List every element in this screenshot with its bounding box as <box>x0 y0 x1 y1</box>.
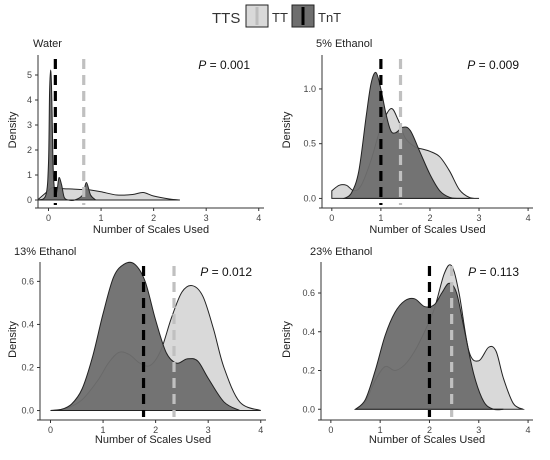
y-tick-label: 0.0 <box>303 193 316 203</box>
density-area-tnt <box>36 69 98 201</box>
legend: TTS TT TnT <box>212 4 341 28</box>
p-symbol: P <box>198 58 206 72</box>
y-axis-label: Density <box>7 111 19 148</box>
x-tick-label: 4 <box>256 213 261 223</box>
y-tick-label: 0 <box>27 195 32 205</box>
x-axis-label: Number of Scales Used <box>369 224 485 236</box>
y-tick-label: 2 <box>27 145 32 155</box>
x-tick-label: 3 <box>204 213 209 223</box>
y-tick-label: 0.6 <box>302 288 315 298</box>
y-tick-label: 0.2 <box>302 366 315 376</box>
x-tick-label: 4 <box>526 213 531 223</box>
y-axis-label: Density <box>281 321 293 358</box>
y-tick-label: 1.0 <box>303 84 316 94</box>
x-axis-label: Number of Scales Used <box>95 434 211 446</box>
x-axis-label: Number of Scales Used <box>93 224 209 236</box>
legend-label-tt: TT <box>272 10 288 25</box>
x-tick-label: 2 <box>151 213 156 223</box>
x-axis-label: Number of Scales Used <box>369 434 485 446</box>
panel-3: 13% Ethanol 0 1 2 3 4 0.0 0.2 0.4 0.6 Number of Sc… <box>7 246 266 446</box>
p-value-annotation: P = 0.001 <box>198 58 250 72</box>
x-tick-label: 0 <box>329 213 334 223</box>
panel-title: 5% Ethanol <box>316 38 372 50</box>
y-tick-label: 0.5 <box>303 139 316 149</box>
legend-key-tnt <box>291 4 315 28</box>
p-symbol: P <box>467 58 475 72</box>
p-value: = 0.001 <box>206 58 250 72</box>
x-tick-label: 3 <box>206 425 211 435</box>
y-tick-label: 1 <box>27 170 32 180</box>
x-tick-label: 1 <box>378 425 383 435</box>
y-tick-label: 5 <box>27 70 32 80</box>
y-tick-label: 0.4 <box>21 319 34 329</box>
y-axis-label: Density <box>281 111 293 148</box>
y-tick-label: 0.6 <box>21 276 34 286</box>
legend-label-tnt: TnT <box>318 10 341 25</box>
x-tick-label: 2 <box>427 425 432 435</box>
x-tick-label: 4 <box>526 425 531 435</box>
p-value-annotation: P = 0.012 <box>200 265 252 279</box>
y-tick-label: 4 <box>27 95 32 105</box>
p-symbol: P <box>468 265 476 279</box>
x-tick-label: 4 <box>258 425 263 435</box>
panel-title: 13% Ethanol <box>14 246 76 258</box>
x-tick-label: 1 <box>99 213 104 223</box>
x-tick-label: 3 <box>477 213 482 223</box>
density-area-tnt <box>342 71 470 200</box>
x-tick-label: 2 <box>153 425 158 435</box>
x-tick-label: 0 <box>46 213 51 223</box>
legend-key-tt <box>245 4 269 28</box>
panel-4: 23% Ethanol 0 1 2 3 4 0.0 0.2 0.4 0.6 Number of Sc… <box>281 246 533 446</box>
y-tick-label: 0.0 <box>302 404 315 414</box>
y-tick-label: 0.4 <box>302 327 315 337</box>
p-value: = 0.113 <box>476 265 519 279</box>
x-tick-label: 2 <box>427 213 432 223</box>
panel-title: Water <box>33 38 62 50</box>
panel-2: 5% Ethanol 0 1 2 3 4 0.0 0.5 1.0 Number of Scales… <box>281 38 533 236</box>
legend-title: TTS <box>212 10 240 27</box>
y-axis-label: Density <box>7 321 19 358</box>
y-tick-label: 3 <box>27 120 32 130</box>
p-symbol: P <box>200 265 208 279</box>
p-value-annotation: P = 0.009 <box>467 58 519 72</box>
panel-1: Water 0 1 2 3 4 0 1 2 3 4 5 Number of Scales Used Den… <box>7 38 264 236</box>
panel-title: 23% Ethanol <box>310 246 372 258</box>
p-value-annotation: P = 0.113 <box>468 265 519 279</box>
x-tick-label: 0 <box>328 425 333 435</box>
x-tick-label: 3 <box>476 425 481 435</box>
x-tick-label: 0 <box>48 425 53 435</box>
x-tick-label: 1 <box>101 425 106 435</box>
p-value: = 0.012 <box>208 265 252 279</box>
y-tick-label: 0.0 <box>21 406 34 416</box>
y-tick-label: 0.2 <box>21 362 34 372</box>
p-value: = 0.009 <box>475 58 519 72</box>
x-tick-label: 1 <box>378 213 383 223</box>
